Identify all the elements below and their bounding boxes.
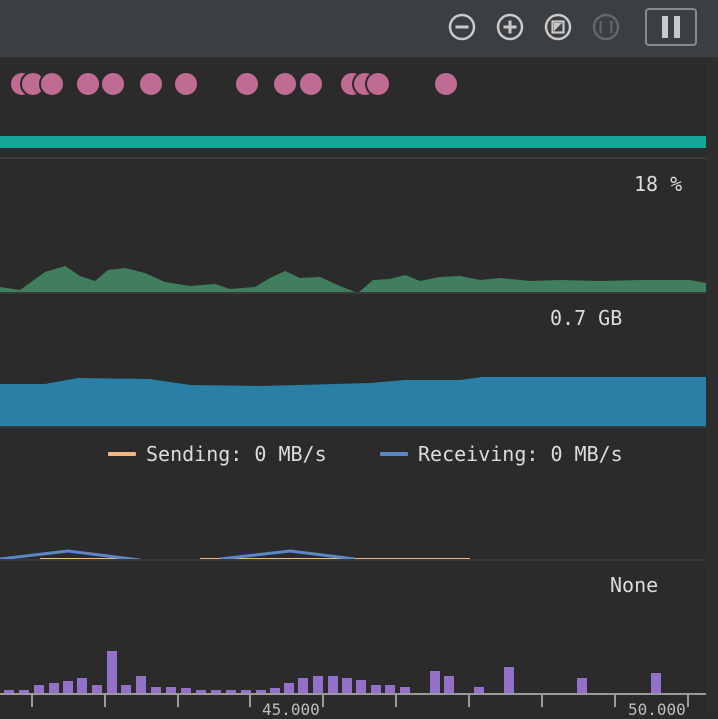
memory-monitor[interactable]: 0.7 GB bbox=[0, 294, 706, 426]
event-timeline bbox=[9, 71, 459, 97]
energy-bar bbox=[226, 690, 236, 694]
energy-bar bbox=[577, 678, 587, 694]
energy-bar bbox=[196, 690, 206, 694]
event-dot[interactable] bbox=[39, 71, 65, 97]
energy-bar bbox=[49, 683, 59, 694]
energy-bar bbox=[313, 676, 323, 694]
energy-bar bbox=[211, 690, 221, 694]
legend-receiving: Receiving: 0 MB/s bbox=[380, 440, 623, 468]
divider bbox=[0, 559, 706, 561]
pause-icon bbox=[662, 16, 680, 38]
receiving-swatch bbox=[380, 452, 408, 456]
memory-usage-chart bbox=[0, 377, 706, 426]
energy-readout: None bbox=[610, 573, 659, 597]
divider bbox=[0, 426, 706, 428]
event-dot[interactable] bbox=[272, 71, 298, 97]
energy-bar bbox=[504, 667, 514, 694]
energy-bar bbox=[328, 676, 338, 694]
energy-bar bbox=[342, 678, 352, 694]
memory-readout: 0.7 GB bbox=[550, 306, 623, 330]
energy-bar bbox=[385, 685, 395, 694]
divider bbox=[0, 292, 706, 294]
energy-chart bbox=[4, 651, 661, 694]
event-dot[interactable] bbox=[75, 71, 101, 97]
zoom-in-icon bbox=[496, 13, 524, 41]
event-dot[interactable] bbox=[173, 71, 199, 97]
energy-bar bbox=[92, 685, 102, 694]
energy-bar bbox=[121, 685, 131, 694]
cpu-monitor[interactable]: 18 % bbox=[0, 160, 706, 293]
receiving-label: Receiving: 0 MB/s bbox=[418, 442, 623, 466]
energy-monitor[interactable]: None bbox=[0, 561, 706, 694]
energy-bar bbox=[270, 688, 280, 694]
energy-bar bbox=[136, 676, 146, 694]
event-dot[interactable] bbox=[365, 71, 391, 97]
zoom-out-icon bbox=[448, 13, 476, 41]
reset-zoom-button[interactable] bbox=[541, 10, 575, 44]
vertical-scrollbar[interactable] bbox=[706, 58, 718, 712]
cpu-readout: 18 % bbox=[634, 172, 683, 196]
zoom-to-selection-button[interactable] bbox=[589, 10, 623, 44]
event-dot[interactable] bbox=[100, 71, 126, 97]
sending-label: Sending: 0 MB/s bbox=[146, 442, 327, 466]
event-dot[interactable] bbox=[433, 71, 459, 97]
energy-bar bbox=[19, 690, 29, 694]
sending-swatch bbox=[108, 452, 136, 456]
legend-sending: Sending: 0 MB/s bbox=[108, 440, 327, 468]
energy-bar bbox=[284, 683, 294, 694]
event-dot[interactable] bbox=[298, 71, 324, 97]
event-dot[interactable] bbox=[234, 71, 260, 97]
energy-bar bbox=[166, 687, 176, 694]
energy-bar bbox=[371, 685, 381, 694]
axis-tick-label: 45.000 bbox=[262, 700, 320, 719]
time-axis bbox=[0, 693, 706, 707]
energy-bar bbox=[356, 680, 366, 694]
profiler-toolbar bbox=[0, 0, 718, 58]
cpu-usage-chart bbox=[0, 266, 706, 293]
event-dot[interactable] bbox=[138, 71, 164, 97]
energy-bar bbox=[107, 651, 117, 694]
energy-bar bbox=[181, 688, 191, 694]
pause-button[interactable] bbox=[645, 8, 697, 46]
zoom-in-button[interactable] bbox=[493, 10, 527, 44]
divider bbox=[0, 157, 706, 159]
energy-bar bbox=[256, 690, 266, 694]
energy-bar bbox=[151, 687, 161, 694]
energy-bar bbox=[474, 687, 484, 694]
session-bar[interactable] bbox=[0, 136, 706, 148]
energy-bar bbox=[444, 676, 454, 694]
energy-bar bbox=[400, 687, 410, 694]
zoom-out-button[interactable] bbox=[445, 10, 479, 44]
energy-bar bbox=[63, 681, 73, 694]
energy-bar bbox=[298, 678, 308, 694]
energy-bar bbox=[651, 673, 661, 694]
energy-bar bbox=[77, 678, 87, 694]
energy-bar bbox=[241, 690, 251, 694]
axis-tick-label: 50.000 bbox=[628, 700, 686, 719]
zoom-to-selection-icon bbox=[592, 13, 620, 41]
energy-bar bbox=[430, 671, 440, 694]
energy-bar bbox=[4, 690, 14, 694]
reset-zoom-icon bbox=[544, 13, 572, 41]
energy-bar bbox=[34, 685, 44, 694]
